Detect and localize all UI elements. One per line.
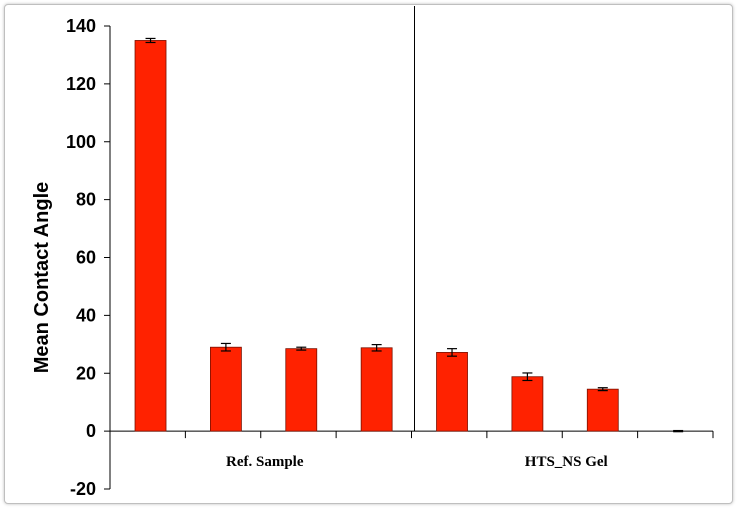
- bar: [360, 347, 393, 432]
- y-tick-label: 60: [76, 248, 96, 268]
- y-tick-label: 20: [76, 363, 96, 383]
- bar: [134, 40, 167, 432]
- group-label: HTS_NS Gel: [525, 454, 608, 470]
- bar: [436, 352, 468, 432]
- y-tick-label: 0: [86, 421, 96, 441]
- labels: -20 0 20 40 60 80 100 120 140 Ref. Sample HTS_NS G…: [31, 16, 608, 499]
- y-tick-label: -20: [70, 479, 96, 499]
- axes: [104, 6, 714, 490]
- bar: [285, 348, 318, 432]
- bars: [134, 37, 684, 433]
- y-axis-title: Mean Contact Angle: [31, 182, 53, 374]
- bar: [210, 346, 242, 432]
- y-tick-label: 100: [66, 132, 96, 152]
- y-tick-label: 40: [76, 305, 96, 325]
- y-tick-label: 80: [76, 190, 96, 210]
- y-tick-label: 140: [66, 16, 96, 36]
- bar: [511, 376, 544, 432]
- group-label: Ref. Sample: [226, 454, 304, 470]
- bar: [586, 388, 619, 432]
- y-tick-label: 120: [66, 74, 96, 94]
